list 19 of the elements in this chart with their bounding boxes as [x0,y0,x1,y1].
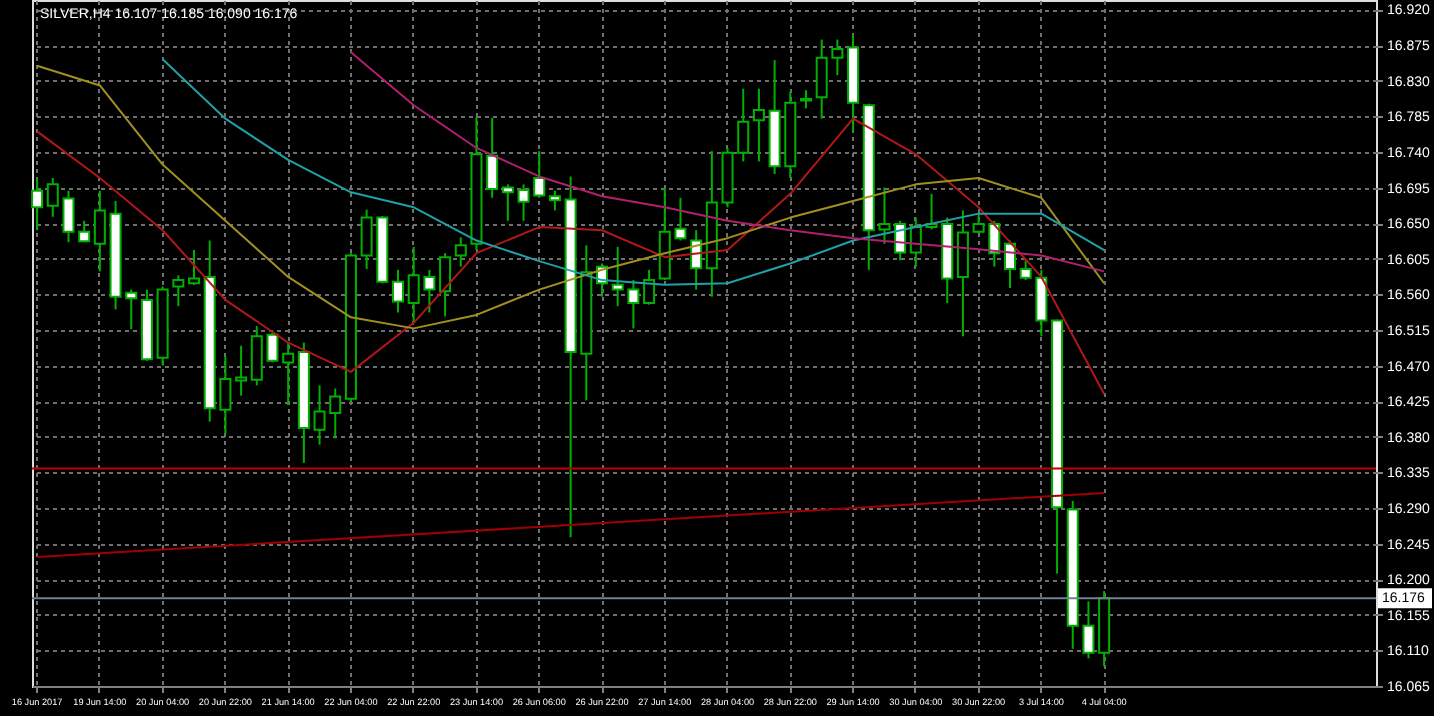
line-series [349,51,1106,273]
candlestick [548,189,561,212]
line-series [161,58,1106,286]
candlestick [188,249,201,286]
line-series [36,117,1106,396]
candlestick [501,183,514,222]
candlestick [752,87,765,163]
candlestick [172,274,185,308]
candlestick [282,341,295,407]
candlestick [31,177,44,232]
candlestick [800,89,812,110]
candlestick [93,189,106,273]
candlestick [235,344,248,397]
candlestick [956,209,969,338]
candlestick [486,116,499,199]
line-series [36,64,1106,330]
candlestick [643,268,656,306]
candlestick [439,252,452,318]
candlestick [392,268,405,314]
